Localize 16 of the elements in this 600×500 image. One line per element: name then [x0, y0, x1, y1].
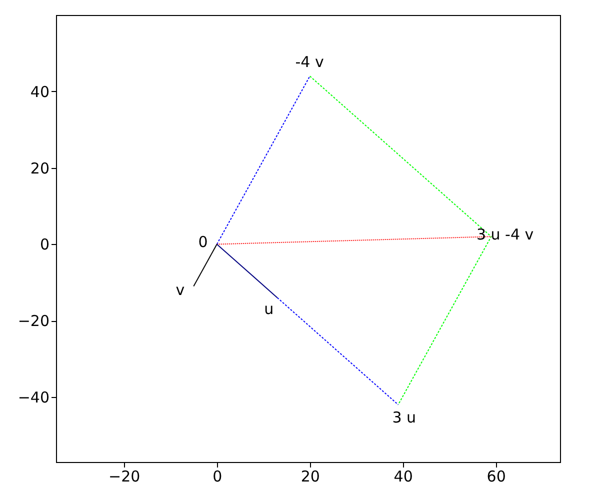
annotation: -4 v — [295, 53, 324, 72]
annotation: 3 u -4 v — [476, 226, 534, 244]
y-tick-label: −20 — [18, 312, 50, 330]
annotation: v — [176, 281, 185, 300]
x-tick-label: 20 — [300, 468, 320, 486]
x-tick-label: 40 — [394, 468, 413, 486]
x-tick-label: 0 — [212, 468, 222, 486]
annotation: u — [264, 300, 274, 318]
y-tick-label: 20 — [30, 159, 50, 178]
annotation: 3 u — [392, 408, 416, 426]
y-tick-label: −40 — [18, 388, 50, 407]
y-tick-label: 40 — [30, 82, 50, 101]
x-tick-label: −20 — [108, 468, 140, 486]
y-tick-label: 0 — [40, 236, 50, 254]
annotation: 0 — [198, 232, 208, 251]
x-tick-label: 60 — [486, 468, 506, 486]
